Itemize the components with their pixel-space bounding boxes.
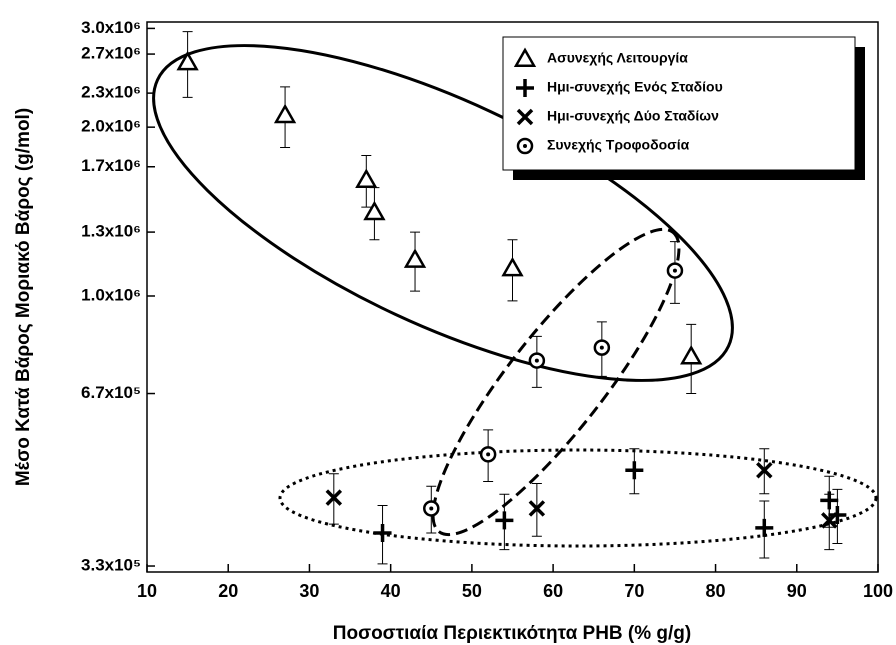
ellipse-solid: [152, 44, 734, 382]
x-tick-label: 100: [863, 581, 893, 601]
marker-dot: [599, 345, 604, 350]
data-point: [373, 523, 392, 542]
y-tick-label: 1.7x10⁶: [81, 156, 141, 175]
marker-dot: [429, 506, 434, 511]
data-point: [363, 200, 386, 221]
marker-triangle: [363, 200, 386, 221]
marker-plus: [373, 523, 392, 542]
marker-dot: [523, 144, 527, 148]
data-point: [821, 512, 838, 529]
legend-box: [502, 36, 856, 171]
marker-plus: [755, 518, 774, 537]
legend-label: Ασυνεχής Λειτουργία: [547, 50, 688, 66]
x-tick-label: 80: [706, 581, 726, 601]
x-tick-label: 10: [137, 581, 157, 601]
x-axis-label: Ποσοστιαία Περιεκτικότητα PHB (% g/g): [333, 623, 692, 644]
y-tick-label: 6.7x10⁵: [81, 383, 141, 402]
ellipse-dotted: [278, 448, 878, 548]
x-tick-label: 40: [381, 581, 401, 601]
x-tick-label: 90: [787, 581, 807, 601]
marker-dot: [672, 268, 677, 273]
legend-label: Ημι-συνεχής Δύο Σταδίων: [547, 108, 719, 124]
marker-triangle: [513, 47, 537, 67]
x-tick-label: 50: [462, 581, 482, 601]
data-point: [355, 168, 378, 188]
marker-cross: [821, 512, 838, 529]
marker-plus: [516, 79, 534, 97]
marker-cross: [528, 500, 546, 517]
y-axis-label: Μέσο Κατά Βάρος Μοριακό Βάρος (g/mol): [13, 108, 34, 486]
y-tick-label: 3.3x10⁵: [81, 556, 141, 575]
annotation-ellipses: [152, 44, 878, 548]
data-point: [756, 461, 773, 479]
data-point: [501, 256, 524, 277]
data-point: [528, 500, 546, 517]
y-tick-label: 2.0x10⁶: [81, 117, 141, 136]
legend-marker: [516, 108, 534, 126]
data-point: [423, 500, 440, 517]
y-tick-label: 2.3x10⁶: [81, 83, 141, 102]
marker-triangle: [273, 103, 297, 124]
marker-triangle: [403, 248, 427, 268]
x-tick-label: 30: [299, 581, 319, 601]
data-point: [593, 339, 611, 356]
data-point: [325, 489, 343, 506]
marker-cross: [325, 489, 343, 506]
y-tick-label: 3.0x10⁶: [81, 18, 141, 37]
marker-cross: [516, 108, 534, 126]
legend-marker: [513, 47, 537, 67]
marker-plus: [495, 511, 514, 530]
x-tick-label: 20: [218, 581, 238, 601]
marker-plus: [828, 505, 847, 524]
marker-dot: [534, 358, 539, 363]
marker-triangle: [501, 256, 524, 277]
data-point: [755, 518, 774, 537]
marker-dot: [486, 452, 491, 457]
marker-cross: [756, 461, 773, 479]
legend-marker: [516, 137, 534, 155]
plot-frame: [146, 21, 879, 573]
data-point: [495, 511, 514, 530]
y-tick-label: 1.0x10⁶: [81, 285, 141, 304]
data-point: [828, 505, 847, 524]
data-point: [680, 344, 703, 365]
data-point: [528, 352, 546, 369]
data-point: [176, 50, 199, 71]
data-point: [403, 248, 427, 268]
marker-plus: [625, 461, 644, 480]
legend-label: Ημι-συνεχής Ενός Σταδίου: [547, 79, 723, 95]
ellipse-dashed: [431, 227, 681, 537]
y-tick-label: 1.3x10⁶: [81, 222, 141, 241]
legend-marker: [516, 79, 534, 97]
data-point: [273, 103, 297, 124]
x-tick-label: 60: [543, 581, 563, 601]
legend-label: Συνεχής Τροφοδοσία: [547, 137, 690, 153]
data-point: [479, 446, 497, 463]
x-tick-label: 70: [624, 581, 644, 601]
data-point: [625, 461, 644, 480]
y-tick-label: 2.7x10⁶: [81, 44, 141, 63]
marker-triangle: [355, 168, 378, 188]
data-point: [666, 262, 684, 279]
marker-triangle: [176, 50, 199, 71]
marker-triangle: [680, 344, 703, 365]
